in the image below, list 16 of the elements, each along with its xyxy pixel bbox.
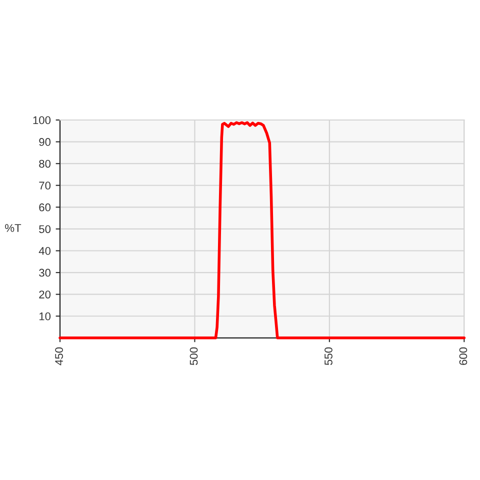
y-tick-label: 70: [39, 182, 51, 190]
x-tick-label: 550: [324, 347, 332, 366]
y-tick-label: 100: [33, 116, 51, 124]
y-tick-label: 10: [39, 312, 51, 320]
line-series: [58, 121, 466, 340]
y-axis-title: %T: [5, 224, 22, 232]
y-tick-label: 40: [38, 247, 51, 255]
x-tick-label: 450: [55, 347, 63, 366]
x-tick-label: 600: [459, 347, 468, 365]
y-tick-label: 20: [39, 290, 51, 298]
x-tick-label: 500: [190, 347, 198, 366]
y-tick-label: 50: [39, 225, 51, 234]
y-tick-label: 90: [39, 138, 51, 146]
y-tick-label: 30: [39, 268, 51, 277]
y-tick-label: 80: [39, 160, 51, 168]
y-tick-label: 60: [39, 203, 51, 212]
